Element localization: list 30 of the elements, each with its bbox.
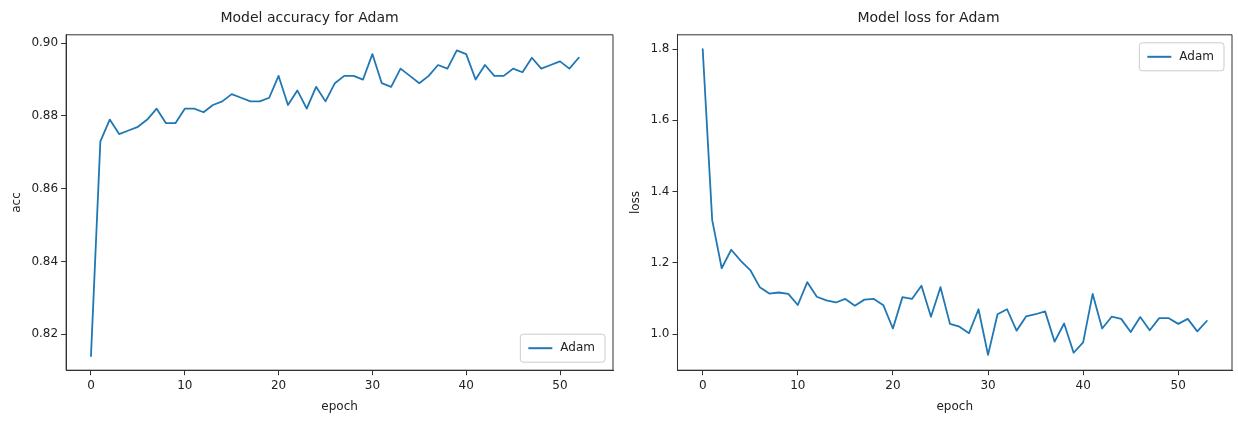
- legend-label: Adam: [1179, 48, 1215, 63]
- x-tick-label: 10: [177, 377, 193, 392]
- x-tick-label: 20: [270, 377, 287, 392]
- x-tick-label: 0: [698, 377, 707, 392]
- y-tick-label: 1.4: [650, 183, 670, 198]
- y-tick-label: 0.84: [31, 253, 59, 268]
- y-tick-label: 0.90: [31, 35, 59, 50]
- y-tick-label: 1.2: [650, 255, 670, 270]
- y-tick-label: 1.8: [650, 41, 670, 56]
- x-axis-title: epoch: [936, 398, 974, 413]
- y-tick-label: 0.88: [31, 108, 59, 123]
- x-tick-label: 30: [980, 377, 996, 392]
- x-tick-label: 50: [1170, 377, 1186, 392]
- y-tick-label: 1.0: [650, 326, 670, 341]
- y-tick-label: 1.6: [650, 112, 670, 127]
- x-axis-title: epoch: [321, 398, 358, 413]
- chart-title: Model loss for Adam: [857, 9, 1000, 26]
- y-axis-title: acc: [9, 192, 24, 213]
- y-axis-title: loss: [628, 190, 643, 215]
- x-tick-label: 30: [364, 377, 381, 392]
- x-tick-label: 20: [885, 377, 901, 392]
- y-tick-label: 0.86: [31, 180, 59, 195]
- x-tick-label: 40: [1075, 377, 1091, 392]
- chart-title: Model accuracy for Adam: [220, 9, 399, 26]
- y-tick-label: 0.82: [31, 326, 59, 341]
- x-tick-label: 40: [458, 377, 474, 392]
- x-tick-label: 0: [87, 377, 95, 392]
- x-tick-label: 10: [790, 377, 806, 392]
- legend-label: Adam: [560, 340, 596, 355]
- x-tick-label: 50: [552, 377, 568, 392]
